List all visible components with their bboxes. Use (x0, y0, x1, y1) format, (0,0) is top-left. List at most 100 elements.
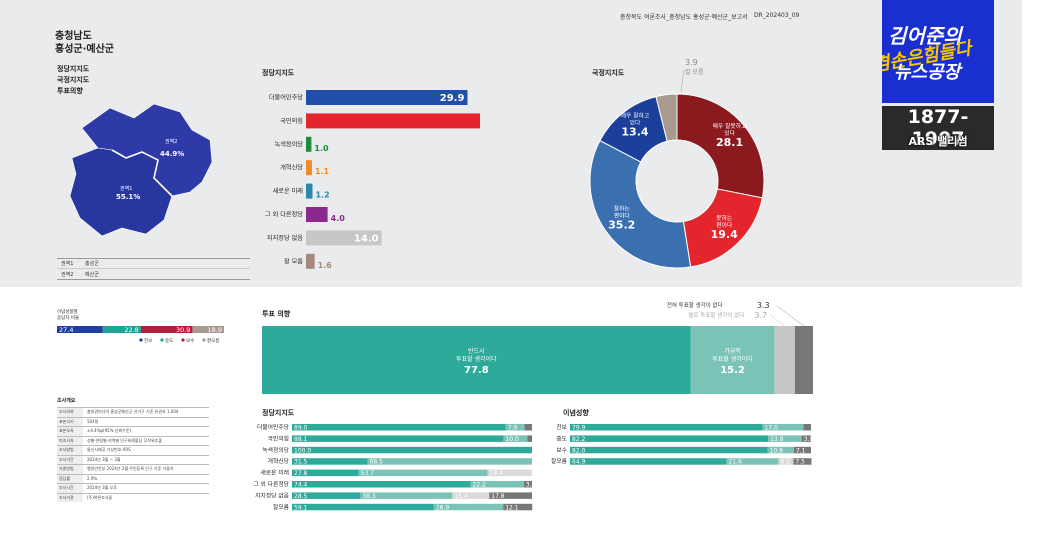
breakdown-label: 잘모름 (273, 503, 290, 511)
ideology-value: 22.8 (124, 326, 138, 334)
breakdown-value: 13.9 (770, 436, 784, 443)
breakdown-segment (570, 424, 763, 431)
survey-table: 조사의뢰 충청권미디어 홍성군예산군 선거구 기준 유권자 1,004 표본크기 50… (57, 407, 209, 502)
party-bar (306, 253, 315, 269)
party-value: 1.2 (315, 191, 329, 200)
breakdown-segment (527, 435, 532, 442)
breakdown-label: 더불어민주당 (257, 423, 290, 431)
breakdown-segment (778, 458, 794, 465)
ideology-segment (102, 326, 141, 333)
party-value: 1.6 (318, 261, 333, 270)
party-value: 29.9 (440, 93, 465, 104)
region-title-line2: 홍성군·예산군 (55, 44, 114, 55)
breakdown-segment (470, 481, 524, 488)
breakdown-value: 88.1 (294, 436, 308, 443)
vote-label: 별로 투표할 생각이 없다 (688, 311, 744, 319)
breakdown-segment (523, 481, 532, 488)
show-logo: 김어준의 겸손은힘들다 뉴스공장 (882, 0, 994, 103)
ideology-title: 이념성향별 응답자 비율 (57, 310, 79, 322)
donut-label: 있다 (724, 129, 735, 137)
breakdown-value: 82.2 (572, 436, 586, 443)
ideology-ratio-bar: 27.4 22.8 30.9 18.9 진보 중도 보수 잘모름 (57, 326, 224, 344)
breakdown-value: 7.5 (795, 459, 805, 466)
survey-key: 가중방법 (57, 465, 83, 474)
donut-label: 잘하는 (614, 205, 631, 213)
party-bar (306, 136, 312, 152)
vote-by-ideology-chart: 진보 79.9 17.0 중도 82.2 13.9 3.9 보수 82.0 10.9 7.1 잘모름 6… (551, 423, 813, 466)
breakdown-segment (292, 503, 434, 511)
zone-table: 권역1 홍성군 권역2 예산군 (57, 258, 250, 280)
breakdown-segment (768, 435, 802, 442)
breakdown-label: 중도 (556, 435, 567, 442)
survey-key: 피조사자 (57, 436, 83, 445)
survey-key: 조사의뢰 (57, 408, 83, 417)
party-value: 1.0 (314, 144, 329, 153)
breakdown-label: 지지정당 없음 (255, 491, 290, 499)
breakdown-segment (292, 492, 361, 499)
donut-slice (676, 93, 765, 199)
map-label-value-2: 44.9% (160, 150, 184, 158)
ideology-legend-label: 보수 (186, 338, 194, 344)
donut-label: 편이다 (716, 221, 733, 229)
breakdown-value: 22.2 (473, 482, 487, 489)
zone-name-1: 권역1 (61, 261, 74, 267)
breakdown-value: 21.6 (728, 459, 742, 466)
vote-value: 3.7 (754, 311, 767, 320)
breakdown-value: 100.0 (294, 447, 311, 454)
logo-years: 1877-1907 (882, 106, 994, 150)
survey-value: 2.9% (87, 476, 98, 482)
breakdown-segment (360, 492, 453, 499)
map-region1 (69, 147, 173, 237)
donut-slice (599, 95, 668, 163)
breakdown-label: 녹색정의당 (262, 446, 289, 454)
donut-label: 매우 잘하고 (621, 112, 650, 120)
breakdown-segment (726, 458, 779, 465)
breakdown-segment (767, 446, 794, 454)
survey-key: 조사기간 (57, 455, 83, 464)
breakdown-segment (524, 424, 532, 431)
survey-row: 조사방법 통신사제공 가상번호 ARS (57, 445, 209, 455)
donut-label: 매우 잘못하고 (713, 122, 748, 130)
party-label: 국민의힘 (280, 117, 303, 125)
donut-value: 19.4 (711, 228, 738, 241)
ideology-vote-title: 이념성향 (563, 409, 589, 417)
survey-row: 조사기간 2024년 3월 ~ 3월 (57, 454, 209, 464)
logo-line3: 뉴스공장 (894, 62, 961, 83)
breakdown-segment (570, 446, 768, 454)
breakdown-segment (292, 469, 359, 477)
vote-segment (794, 326, 813, 394)
breakdown-segment (503, 503, 533, 511)
survey-key: 응답률 (57, 474, 83, 483)
breakdown-segment (367, 458, 532, 465)
ideology-legend-label: 중도 (165, 338, 173, 344)
breakdown-segment (292, 446, 532, 454)
ideology-title-line1: 이념성향별 (57, 310, 78, 315)
breakdown-value: 38.3 (362, 493, 376, 500)
breakdown-label: 새로운 미래 (260, 469, 289, 477)
zone-value-2: 예산군 (85, 271, 99, 278)
party-label: 그 외 다른정당 (265, 211, 303, 219)
party-label: 개혁신당 (280, 164, 303, 172)
breakdown-segment (793, 446, 811, 454)
vote-by-party-chart: 더불어민주당 89.0 7.9 국민의힘 88.1 10.0 녹색정의당 100.0 개혁신당 3… (253, 423, 535, 511)
report-code: DR_202403_09 (754, 12, 800, 19)
ideology-legend-dot (181, 338, 185, 342)
survey-row: 가중방법 행정안전부 2024년 2월 주민등록 인구 기준 가중치 (57, 464, 209, 474)
breakdown-value: 17.8 (491, 493, 505, 500)
party-vote-title: 정당지지도 (262, 409, 295, 417)
map-label-name-2: 권역2 (165, 138, 177, 145)
party-label: 지지정당 없음 (267, 234, 303, 242)
breakdown-label: 보수 (556, 447, 567, 454)
breakdown-value: 10.9 (770, 447, 784, 454)
breakdown-segment (803, 424, 811, 431)
breakdown-segment (433, 503, 504, 511)
breakdown-value: 12.1 (505, 504, 519, 511)
ideology-legend-dot (139, 338, 143, 342)
donut-label: 편이다 (614, 212, 631, 220)
survey-row: 표본오차 ±4.4%p(95% 신뢰수준) (57, 426, 209, 436)
breakdown-value: 27.8 (294, 470, 308, 477)
vote-segment (262, 326, 691, 394)
vote-intent-title: 투표 의향 (262, 310, 291, 318)
survey-value: 2024년 3월 ~ 3월 (87, 456, 121, 462)
